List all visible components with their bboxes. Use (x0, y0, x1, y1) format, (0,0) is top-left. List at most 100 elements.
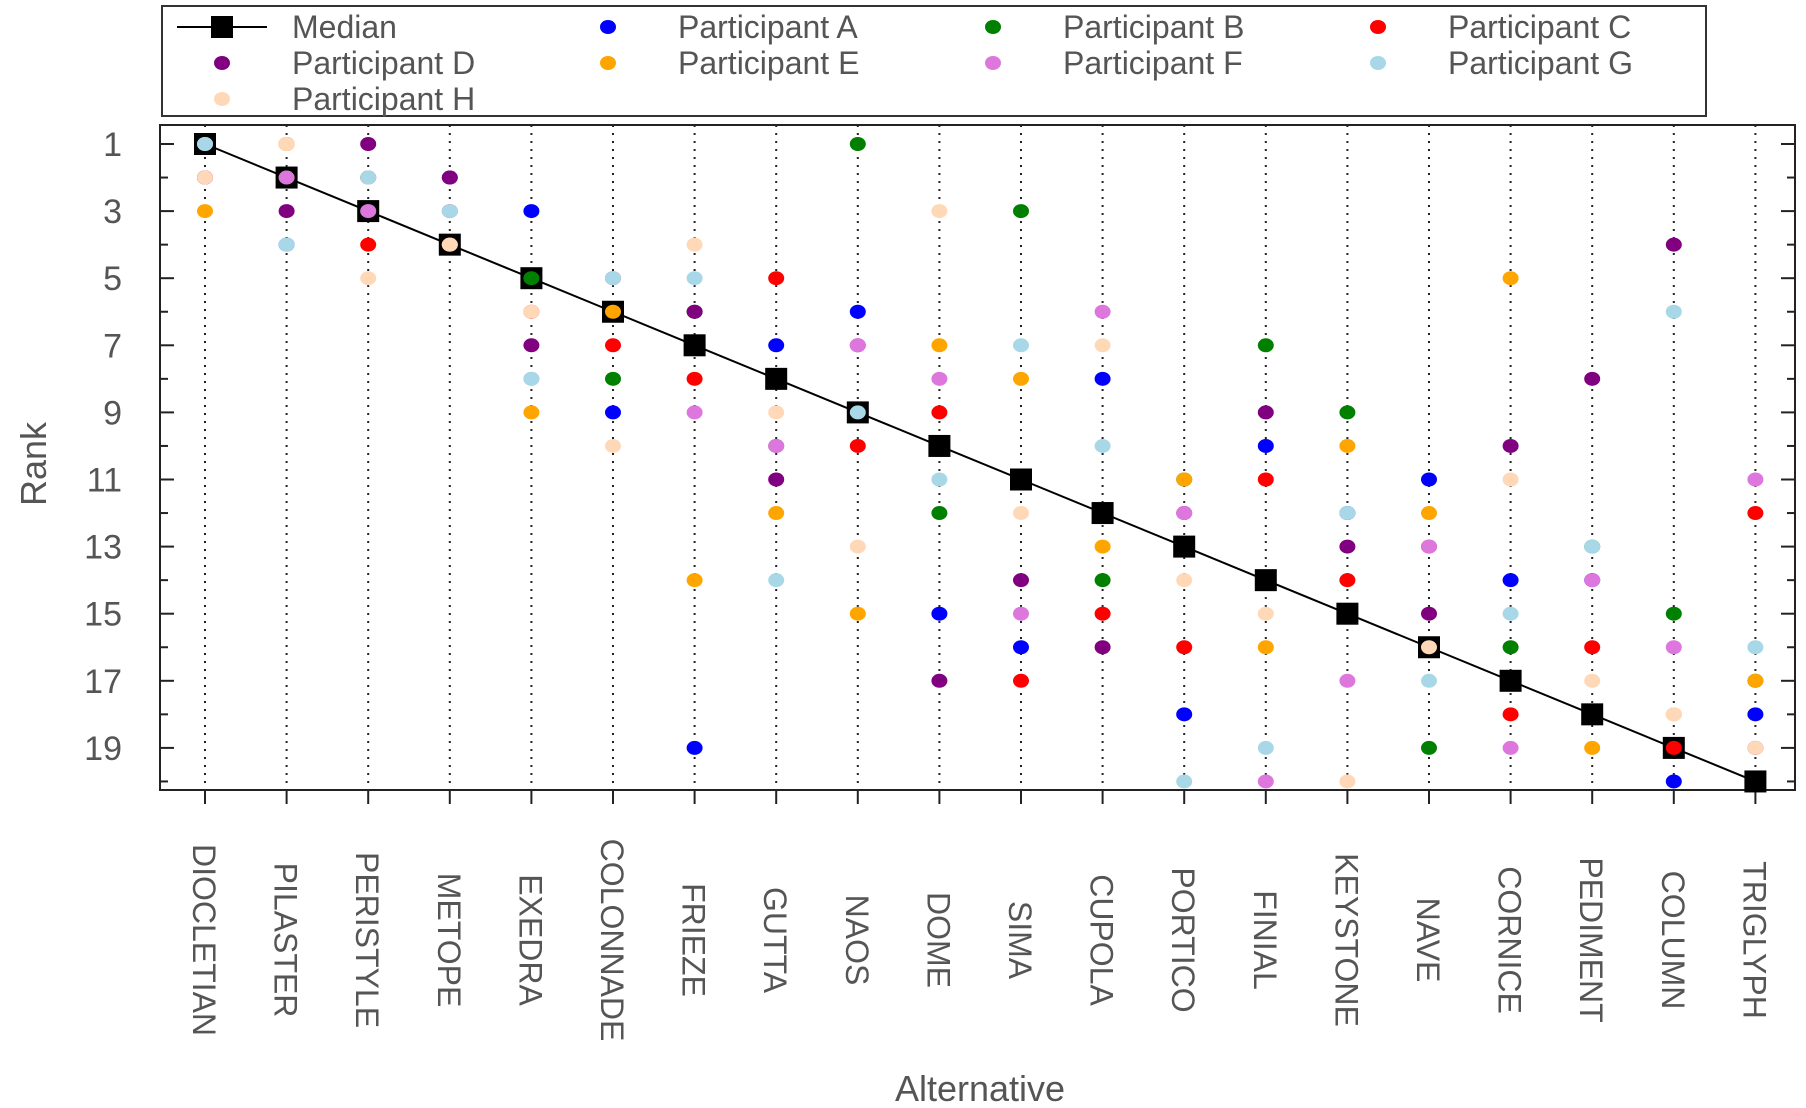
point-participant-c-sima (1013, 673, 1029, 688)
median-series (194, 133, 1767, 793)
point-participant-g-keystone (1339, 506, 1356, 521)
x-tick-label-metope: METOPE (431, 873, 467, 1008)
point-participant-c-frieze (686, 371, 703, 386)
point-participant-b-cupola (1094, 573, 1111, 588)
point-participant-a-portico (1176, 707, 1193, 722)
point-participant-h-diocletian (197, 170, 213, 185)
point-participant-d-peristyle (360, 137, 377, 151)
point-participant-b-sima (1013, 204, 1029, 219)
point-participant-d-dome (931, 673, 948, 688)
point-participant-e-portico (1176, 472, 1193, 487)
legend-marker-participant-e (600, 56, 616, 70)
point-participant-a-colonnade (605, 405, 621, 420)
point-participant-h-column (1665, 707, 1682, 722)
point-participant-h-finial (1257, 606, 1274, 621)
point-participant-g-colonnade (605, 271, 621, 286)
point-participant-h-sima (1013, 506, 1029, 521)
legend-marker-participant-g (1370, 56, 1386, 70)
point-participant-b-exedra (523, 271, 540, 286)
x-tick-label-column: COLUMN (1655, 871, 1691, 1010)
legend-marker-participant-h (214, 92, 230, 106)
point-participant-c-gutta (768, 271, 785, 286)
point-participant-b-dome (931, 506, 948, 521)
point-participant-e-frieze (686, 573, 703, 588)
point-participant-f-nave (1421, 539, 1437, 554)
point-participant-g-metope (441, 204, 458, 219)
point-median-keystone (1336, 602, 1359, 625)
point-participant-d-metope (441, 170, 458, 185)
point-participant-e-cupola (1094, 539, 1111, 554)
point-participant-c-peristyle (360, 237, 377, 252)
point-median-pediment (1581, 703, 1604, 726)
point-median-portico (1173, 535, 1196, 558)
point-participant-g-peristyle (360, 170, 377, 185)
point-participant-b-finial (1257, 338, 1274, 353)
point-median-finial (1254, 569, 1277, 592)
point-participant-c-triglyph (1747, 506, 1764, 521)
point-participant-a-gutta (768, 338, 785, 353)
point-participant-d-cornice (1502, 438, 1519, 453)
point-participant-b-column (1665, 606, 1682, 621)
point-participant-f-column (1665, 640, 1682, 655)
point-participant-h-exedra (523, 304, 540, 319)
legend-label-median: Median (292, 9, 397, 45)
point-participant-f-dome (931, 371, 948, 386)
x-tick-label-pediment: PEDIMENT (1573, 857, 1609, 1022)
x-tick-label-naos: NAOS (839, 895, 875, 986)
point-participant-e-sima (1013, 371, 1029, 386)
x-tick-label-gutta: GUTTA (757, 887, 793, 994)
point-participant-e-cornice (1502, 271, 1519, 286)
point-median-sima (1010, 468, 1032, 491)
point-median-triglyph (1744, 770, 1767, 793)
point-participant-e-dome (931, 338, 948, 353)
point-participant-g-pediment (1584, 539, 1601, 554)
point-participant-e-finial (1257, 640, 1274, 655)
point-participant-h-pediment (1584, 673, 1601, 688)
point-participant-c-cupola (1094, 606, 1111, 621)
x-tick-label-peristyle: PERISTYLE (349, 852, 385, 1028)
point-participant-d-column (1665, 237, 1682, 252)
legend-marker-median (211, 16, 233, 38)
point-participant-c-keystone (1339, 573, 1356, 588)
point-median-dome (928, 434, 951, 457)
point-participant-f-peristyle (360, 204, 377, 219)
point-participant-h-pilaster (278, 137, 295, 151)
legend-label-participant-g: Participant G (1448, 45, 1633, 81)
point-participant-c-naos (849, 438, 866, 453)
y-tick-label-13: 13 (84, 529, 122, 567)
point-participant-g-triglyph (1747, 640, 1764, 655)
legend-box (161, 5, 1707, 117)
point-participant-e-pediment (1584, 740, 1601, 755)
point-participant-d-exedra (523, 338, 540, 353)
point-participant-b-nave (1421, 740, 1437, 755)
point-participant-g-cupola (1094, 438, 1111, 453)
y-tick-label-1: 1 (103, 126, 122, 164)
point-participant-f-naos (849, 338, 866, 353)
point-participant-e-exedra (523, 405, 540, 420)
point-participant-b-colonnade (605, 371, 621, 386)
y-tick-label-19: 19 (84, 730, 122, 768)
point-participant-f-triglyph (1747, 472, 1764, 487)
point-participant-d-keystone (1339, 539, 1356, 554)
point-participant-f-keystone (1339, 673, 1356, 688)
point-participant-e-keystone (1339, 438, 1356, 453)
legend-label-participant-d: Participant D (292, 45, 475, 81)
x-tick-label-exedra: EXEDRA (512, 874, 548, 1006)
x-tick-label-dome: DOME (920, 892, 956, 988)
point-participant-d-finial (1257, 405, 1274, 420)
legend-marker-participant-c (1370, 20, 1386, 34)
point-participant-c-pediment (1584, 640, 1601, 655)
point-participant-a-dome (931, 606, 948, 621)
point-participant-a-naos (849, 304, 866, 319)
point-participant-d-nave (1421, 606, 1437, 621)
point-participant-g-frieze (686, 271, 703, 286)
point-participant-g-exedra (523, 371, 540, 386)
point-participant-h-portico (1176, 573, 1193, 588)
point-participant-g-cornice (1502, 606, 1519, 621)
point-participant-g-column (1665, 304, 1682, 319)
point-participant-g-gutta (768, 573, 785, 588)
point-median-cornice (1499, 669, 1522, 692)
point-participant-f-portico (1176, 506, 1193, 521)
point-participant-c-cornice (1502, 707, 1519, 722)
